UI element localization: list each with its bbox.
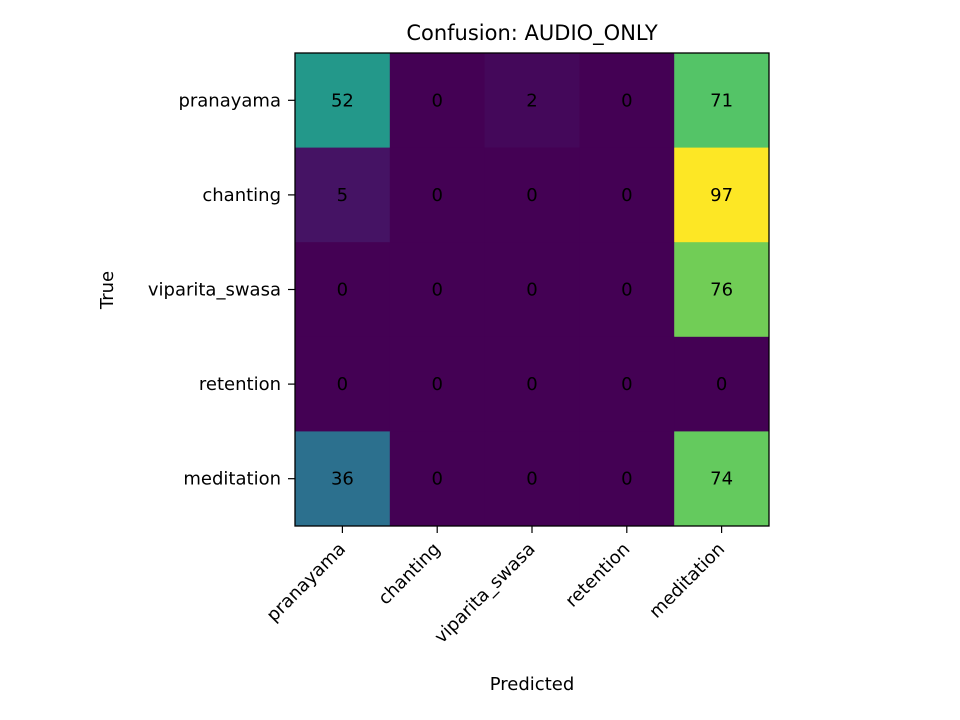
heatmap-cell: [389, 431, 486, 527]
cell-value-label: 0: [431, 185, 442, 206]
heatmap-cell: [295, 53, 391, 149]
heatmap-cell: [674, 336, 770, 432]
cell-value-label: 0: [526, 374, 537, 395]
cell-value-label: 71: [710, 90, 733, 111]
chart-title: Confusion: AUDIO_ONLY: [406, 21, 657, 46]
y-tick-label: meditation: [183, 469, 281, 490]
heatmap-cell: [389, 242, 486, 338]
cell-value-label: 74: [710, 469, 733, 490]
cell-value-label: 2: [526, 90, 537, 111]
heatmap-cells: 52 0 2 0 71 5 0 0 0 97 0 0 0 0 76 0 0 0 0 0 36 0 0 0 74: [295, 53, 770, 527]
heatmap-cell: [295, 147, 391, 243]
cell-value-label: 0: [526, 469, 537, 490]
heatmap-cell: [579, 242, 675, 338]
heatmap-cell: [484, 431, 580, 527]
cell-value-label: 97: [710, 185, 733, 206]
cell-value-label: 0: [431, 90, 442, 111]
heatmap-cell: [484, 242, 580, 338]
heatmap-cell: [295, 242, 391, 338]
cell-value-label: 0: [337, 280, 348, 301]
y-tick-label: viparita_swasa: [148, 280, 281, 301]
cell-value-label: 0: [621, 90, 632, 111]
cell-value-label: 0: [621, 374, 632, 395]
y-axis-label: True: [97, 271, 118, 310]
heatmap-cell: [484, 336, 580, 432]
cell-value-label: 0: [431, 469, 442, 490]
cell-value-label: 52: [331, 90, 354, 111]
cell-value-label: 0: [337, 374, 348, 395]
cell-value-label: 0: [621, 185, 632, 206]
x-axis-label: Predicted: [490, 674, 575, 695]
heatmap-cell: [295, 431, 391, 527]
x-tick-label: retention: [561, 539, 634, 612]
cell-value-label: 36: [331, 469, 354, 490]
heatmap-cell: [389, 147, 486, 243]
cell-value-label: 0: [621, 469, 632, 490]
cell-value-label: 5: [337, 185, 348, 206]
heatmap-cell: [674, 147, 770, 243]
heatmap-cell: [484, 53, 580, 149]
y-tick-label: retention: [199, 374, 281, 395]
heatmap-cell: [295, 336, 391, 432]
heatmap-cell: [389, 336, 486, 432]
heatmap-cell: [579, 336, 675, 432]
x-tick-label: pranayama: [263, 539, 350, 626]
heatmap-cell: [579, 53, 675, 149]
cell-value-label: 0: [431, 280, 442, 301]
y-tick-label: chanting: [202, 185, 281, 206]
x-tick-label: chanting: [374, 539, 444, 609]
x-tick-label: viparita_swasa: [431, 539, 540, 648]
cell-value-label: 0: [621, 280, 632, 301]
cell-value-label: 0: [526, 280, 537, 301]
cell-value-label: 0: [716, 374, 727, 395]
cell-value-label: 76: [710, 280, 733, 301]
heatmap-cell: [674, 242, 770, 338]
cell-value-label: 0: [431, 374, 442, 395]
heatmap-cell: [674, 431, 770, 527]
x-tick-label: meditation: [645, 539, 729, 623]
heatmap-cell: [389, 53, 486, 149]
heatmap-cell: [579, 147, 675, 243]
y-axis-ticks: pranayama chanting viparita_swasa retention…: [148, 90, 295, 490]
y-tick-label: pranayama: [178, 90, 281, 111]
heatmap-cell: [674, 53, 770, 149]
cell-value-label: 0: [526, 185, 537, 206]
heatmap-cell: [484, 147, 580, 243]
heatmap-cell: [579, 431, 675, 527]
